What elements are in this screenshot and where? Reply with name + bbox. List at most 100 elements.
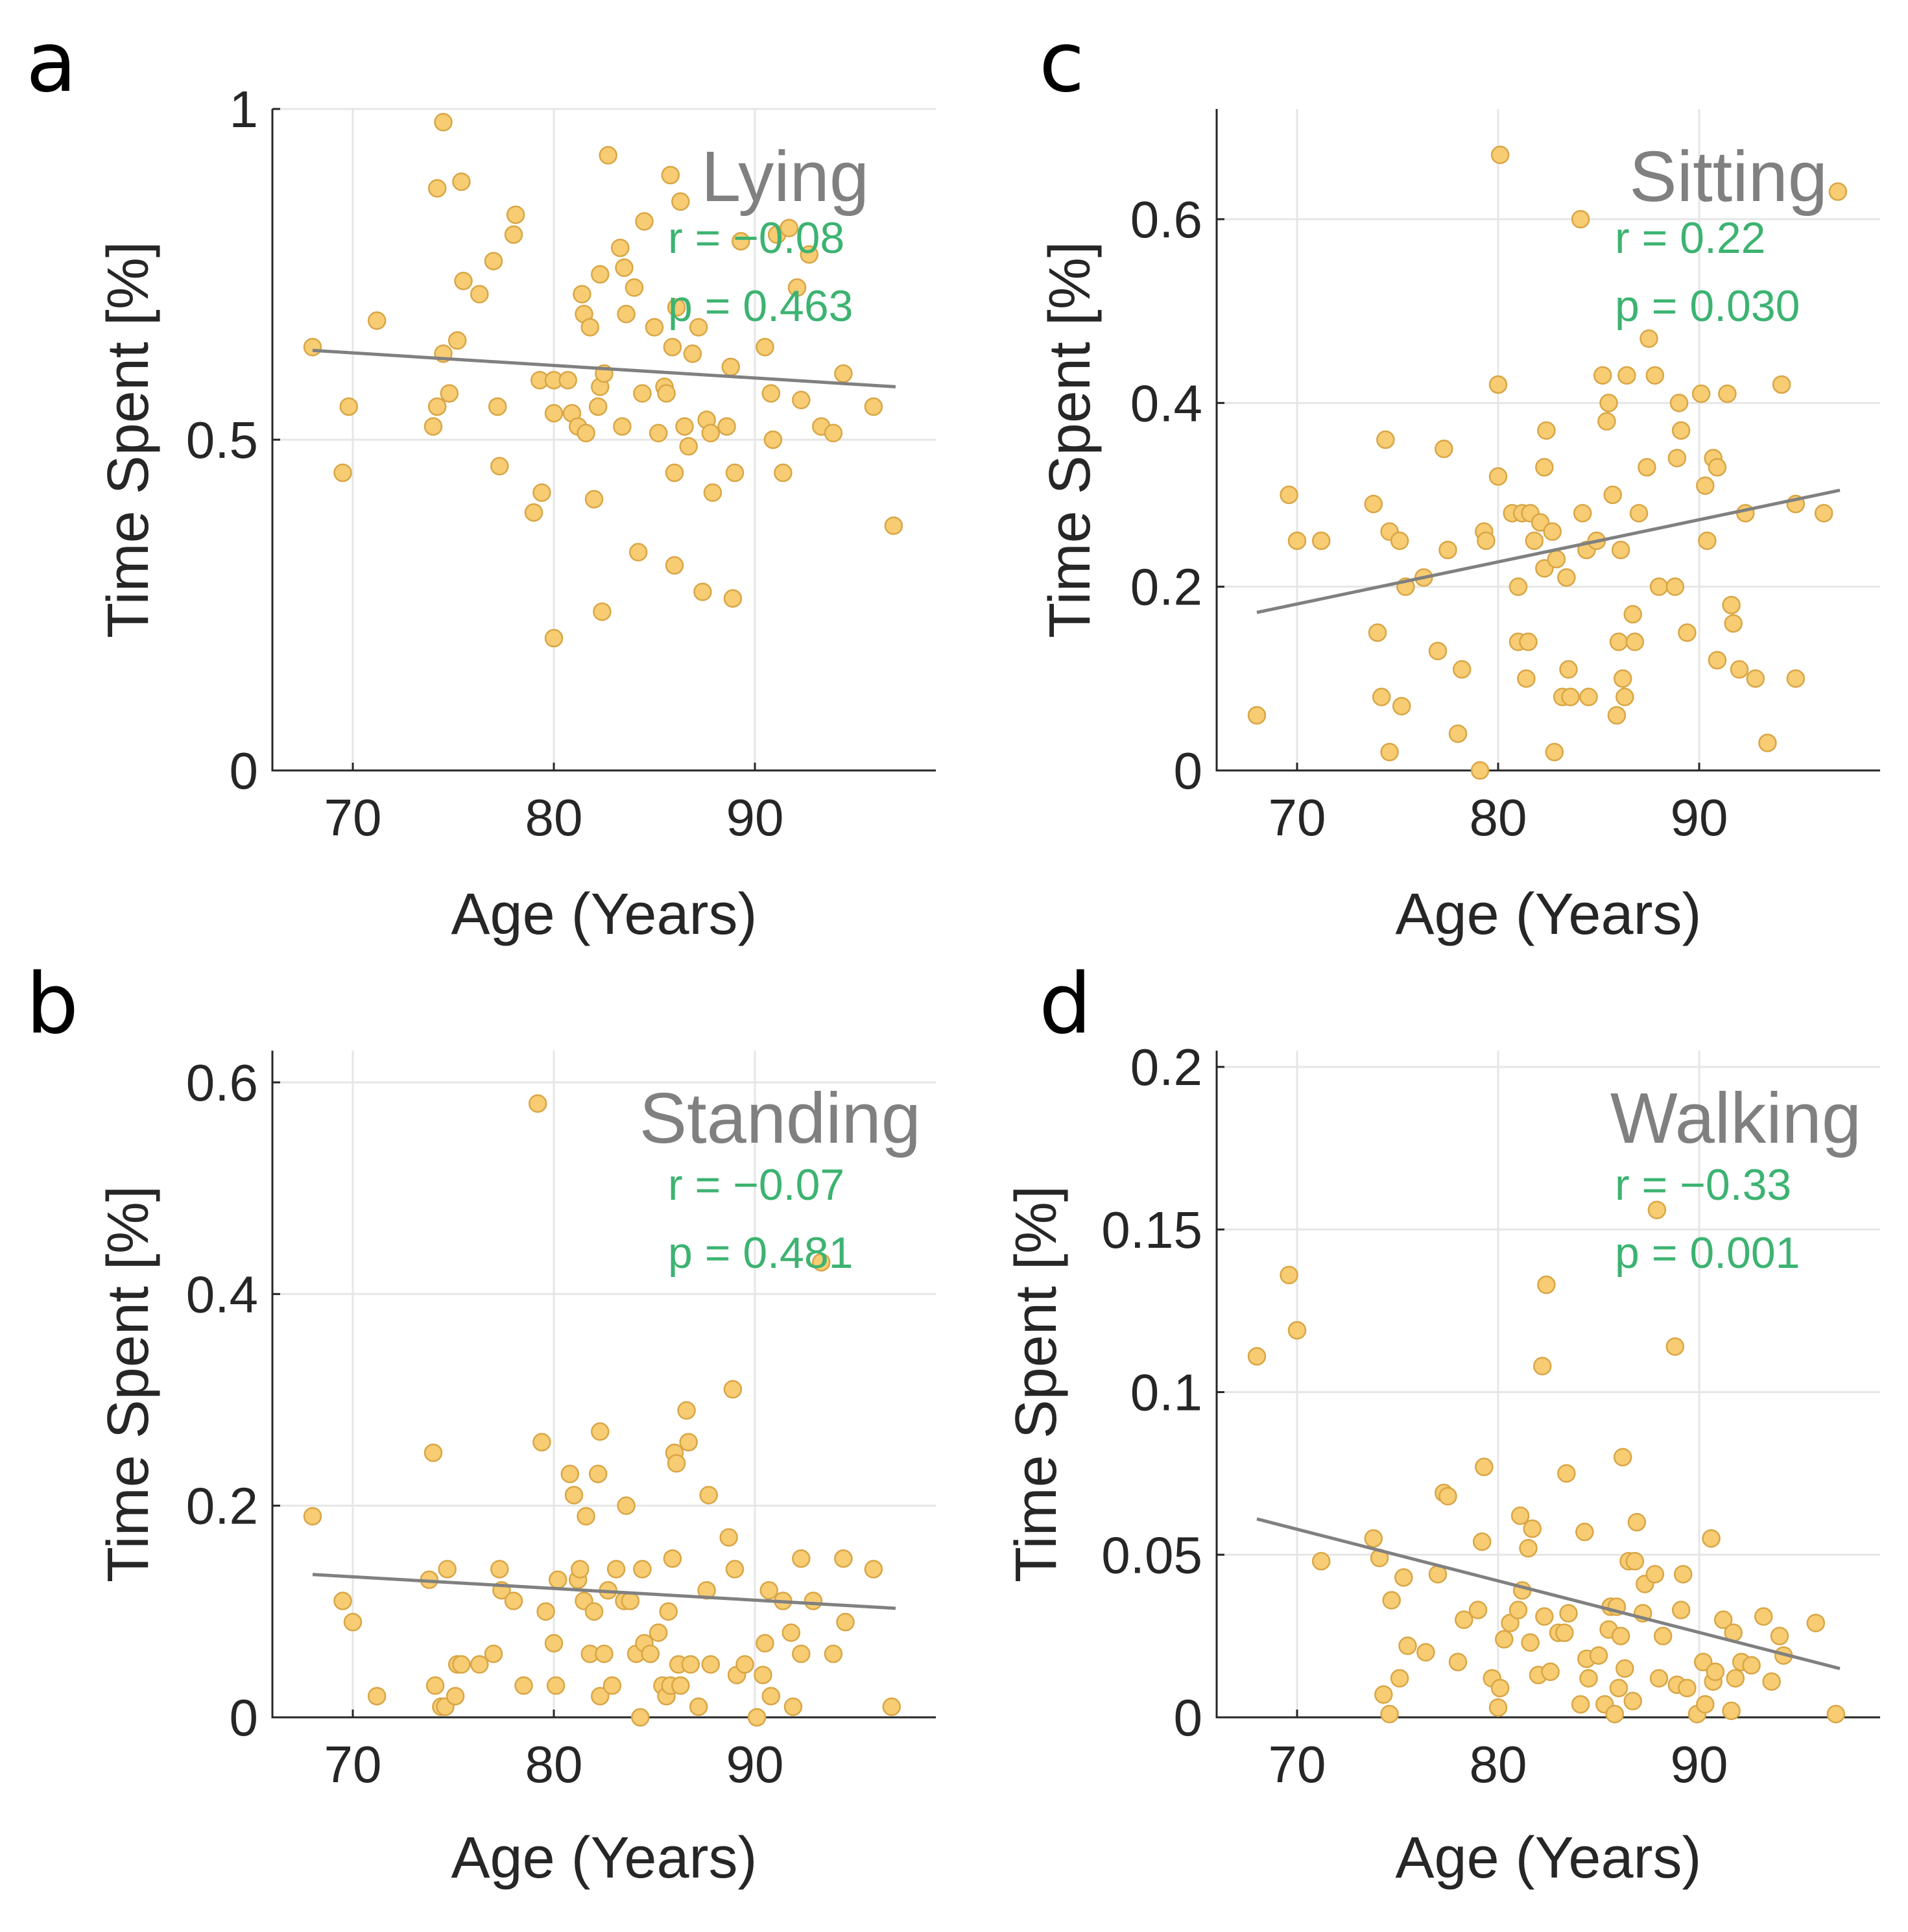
- data-point: [689, 1697, 708, 1716]
- data-point: [1826, 1704, 1846, 1724]
- data-point: [599, 146, 617, 165]
- data-point: [1649, 1669, 1669, 1688]
- data-point: [621, 1592, 640, 1610]
- data-point: [1722, 1701, 1741, 1721]
- data-point: [787, 278, 807, 297]
- data-point: [783, 1697, 803, 1716]
- data-point: [490, 1560, 509, 1579]
- data-point: [663, 1549, 682, 1568]
- data-point: [1613, 669, 1632, 688]
- data-point: [1555, 1623, 1574, 1642]
- data-point: [1653, 1627, 1673, 1645]
- y-tick-label: 0.1: [1130, 1364, 1202, 1422]
- data-point: [1428, 641, 1448, 661]
- data-point: [1726, 1669, 1745, 1688]
- data-point: [661, 165, 680, 185]
- data-point: [1649, 577, 1669, 596]
- data-point: [1374, 1685, 1393, 1704]
- data-point: [633, 1560, 652, 1579]
- data-point: [1616, 1659, 1634, 1678]
- data-point: [717, 417, 736, 436]
- activity-title: Sitting: [1629, 137, 1828, 217]
- data-point: [804, 1592, 823, 1610]
- correlation-p: p = 0.481: [668, 1228, 853, 1278]
- correlation-r: r = −0.08: [668, 213, 844, 263]
- data-point: [1718, 384, 1737, 403]
- data-point: [1543, 522, 1562, 541]
- data-point: [759, 1580, 778, 1600]
- data-point: [617, 304, 636, 324]
- data-point: [721, 357, 741, 377]
- data-point: [1472, 1532, 1492, 1551]
- data-point: [573, 285, 591, 304]
- data-point: [528, 1094, 547, 1113]
- data-point: [1531, 513, 1550, 532]
- y-tick-label: 0.2: [1130, 1038, 1202, 1096]
- data-point: [593, 602, 612, 621]
- data-point: [683, 344, 702, 363]
- data-point: [591, 1687, 610, 1706]
- x-tick-label: 80: [1470, 1735, 1527, 1793]
- data-point: [588, 1464, 608, 1483]
- y-tick-label: 0.4: [1130, 374, 1202, 432]
- y-axis-label: Time Spent [%]: [1038, 241, 1103, 638]
- data-point: [631, 1708, 650, 1727]
- data-point: [1754, 1607, 1773, 1626]
- data-point: [1376, 430, 1395, 449]
- data-point: [719, 1528, 738, 1547]
- correlation-r: r = −0.33: [1615, 1160, 1791, 1210]
- y-axis-label: Time Spent [%]: [1004, 1186, 1069, 1582]
- data-point: [1706, 1662, 1725, 1682]
- data-point: [470, 285, 489, 304]
- correlation-r: r = 0.22: [1615, 213, 1766, 263]
- data-point: [1671, 421, 1691, 440]
- data-point: [558, 370, 577, 390]
- y-tick-label: 0.4: [186, 1265, 258, 1323]
- data-point: [1280, 485, 1298, 505]
- data-point: [792, 1644, 811, 1664]
- data-point: [665, 556, 684, 575]
- panel-letter: d: [1039, 956, 1091, 1053]
- data-point: [1448, 1652, 1468, 1672]
- data-point: [1490, 145, 1510, 165]
- data-point: [1665, 577, 1685, 596]
- data-point: [1535, 1607, 1554, 1626]
- data-point: [544, 403, 564, 423]
- data-point: [1691, 384, 1711, 403]
- data-point: [1708, 650, 1727, 670]
- correlation-p: p = 0.030: [1615, 281, 1800, 331]
- data-point: [679, 436, 698, 456]
- data-point: [591, 265, 610, 284]
- data-point: [1742, 1656, 1761, 1675]
- data-point: [1559, 1604, 1578, 1623]
- data-point: [452, 172, 471, 191]
- data-point: [1559, 660, 1578, 679]
- data-point: [1455, 1610, 1473, 1629]
- data-point: [1509, 577, 1528, 596]
- data-point: [591, 1422, 610, 1441]
- data-point: [701, 423, 721, 443]
- data-point: [602, 1676, 622, 1695]
- data-point: [1599, 394, 1618, 412]
- data-point: [1521, 1633, 1540, 1652]
- y-tick-label: 0.6: [1130, 191, 1202, 248]
- y-tick-label: 0: [1174, 742, 1203, 800]
- data-point: [780, 219, 798, 237]
- data-point: [699, 1486, 718, 1505]
- data-point: [693, 582, 712, 601]
- data-point: [447, 331, 467, 350]
- data-point: [1501, 1614, 1520, 1632]
- data-point: [303, 337, 322, 357]
- data-point: [1613, 1448, 1632, 1467]
- data-point: [800, 245, 818, 264]
- data-point: [723, 1379, 743, 1399]
- data-point: [1380, 743, 1399, 761]
- data-point: [781, 1623, 801, 1642]
- data-point: [703, 483, 722, 502]
- y-tick-label: 0: [230, 742, 259, 800]
- data-point: [1287, 531, 1307, 551]
- data-point: [1557, 1464, 1576, 1483]
- data-point: [1724, 614, 1743, 633]
- data-point: [333, 463, 352, 483]
- data-point: [681, 1655, 700, 1674]
